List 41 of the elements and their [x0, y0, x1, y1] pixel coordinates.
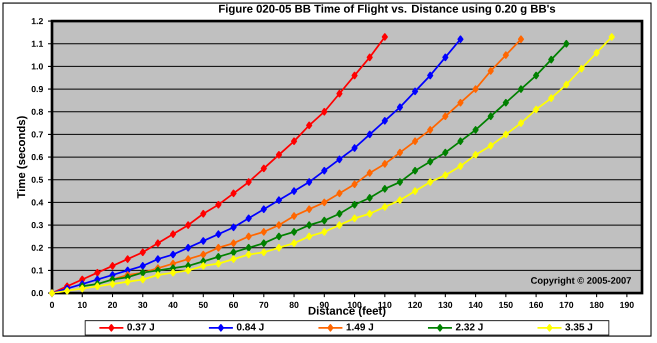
- y-tick-label: 0.9: [32, 86, 43, 92]
- x-tick-label: 190: [620, 302, 634, 308]
- x-tick-label: 150: [499, 302, 513, 308]
- x-tick-label: 170: [560, 302, 574, 308]
- x-tick-label: 30: [138, 302, 148, 308]
- x-tick-label: 110: [378, 302, 392, 308]
- x-tick-label: 40: [168, 302, 178, 308]
- x-tick-label: 70: [259, 302, 268, 308]
- x-tick-label: 80: [290, 302, 299, 308]
- legend-label: 1.49 J: [346, 323, 374, 330]
- chart-title: Figure 020-05 BB Time of Flight vs. Distance using 0.20 g BB's: [219, 4, 556, 15]
- x-tick-label: 160: [529, 302, 543, 308]
- x-tick-label: 10: [78, 302, 87, 308]
- x-tick-label: 130: [438, 302, 452, 308]
- x-tick-label: 0: [50, 302, 54, 308]
- x-tick-label: 90: [320, 302, 329, 308]
- y-tick-label: 0.4: [32, 199, 44, 206]
- y-tick-label: 1.1: [32, 40, 44, 47]
- y-tick-label: 0.1: [32, 267, 44, 274]
- x-tick-label: 100: [348, 302, 362, 308]
- y-axis-title: Time (seconds): [16, 116, 28, 198]
- y-tick-label: 0.8: [32, 108, 44, 115]
- legend-label: 0.84 J: [236, 323, 264, 330]
- annotation: Copyright © 2005-2007: [531, 276, 631, 286]
- y-tick-label: 0.6: [32, 154, 43, 160]
- x-tick-label: 120: [408, 302, 422, 308]
- y-tick-label: 1.0: [32, 63, 43, 70]
- y-tick-label: 0.2: [32, 244, 43, 251]
- x-tick-label: 60: [229, 302, 238, 308]
- y-tick-label: 1.2: [32, 18, 43, 24]
- x-tick-label: 50: [198, 302, 208, 308]
- legend-label: 3.35 J: [565, 323, 592, 330]
- y-tick-label: 0.0: [32, 290, 43, 296]
- y-tick-label: 0.7: [32, 131, 43, 138]
- legend-label: 2.32 J: [456, 323, 483, 330]
- x-tick-label: 20: [108, 302, 117, 308]
- x-tick-label: 180: [590, 302, 604, 308]
- y-tick-label: 0.3: [32, 222, 43, 228]
- x-tick-label: 140: [468, 302, 482, 308]
- legend-label: 0.37 J: [127, 323, 154, 330]
- y-tick-label: 0.5: [32, 176, 44, 183]
